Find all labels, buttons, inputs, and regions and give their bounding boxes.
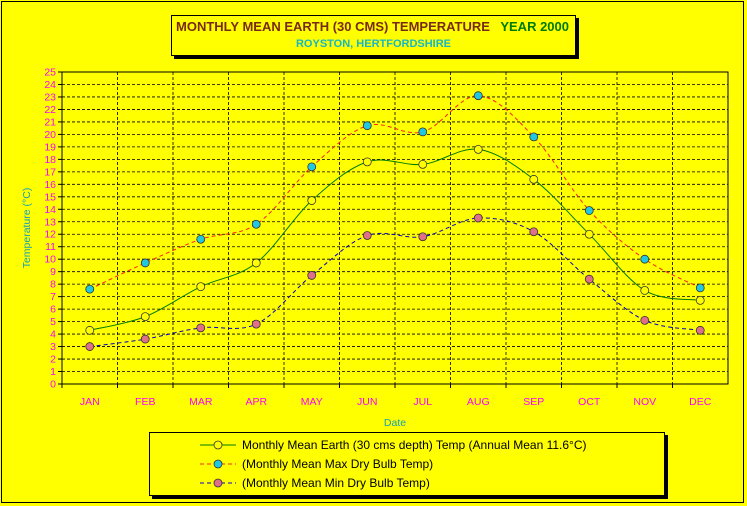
data-point-s0-dec — [695, 295, 705, 305]
y-tick-label: 18 — [44, 154, 56, 166]
data-point-s2-aug — [473, 213, 483, 223]
y-tick-label: 21 — [44, 116, 56, 128]
data-point-s2-may — [307, 271, 317, 280]
data-point-s0-nov — [640, 285, 650, 295]
y-tick-label: 25 — [44, 67, 56, 79]
y-tick-label: 10 — [44, 254, 56, 266]
x-tick-label: JUL — [413, 396, 432, 408]
data-point-s0-mar — [196, 282, 206, 292]
data-point-s1-mar — [196, 234, 206, 244]
data-point-s1-apr — [251, 219, 261, 229]
data-point-s0-jan — [85, 325, 95, 335]
data-point-s2-jul — [418, 232, 428, 242]
data-point-s1-jul — [418, 127, 428, 137]
y-tick-label: 16 — [44, 179, 56, 191]
data-point-s2-feb — [140, 334, 150, 344]
chart-subtitle-location: ROYSTON, HERTFORDSHIRE — [295, 38, 452, 50]
y-tick-label: 0 — [50, 379, 56, 391]
data-point-s2-dec — [695, 325, 705, 335]
data-point-s0-aug — [473, 144, 483, 154]
y-tick-label: 6 — [50, 304, 56, 316]
y-tick-label: 23 — [44, 91, 56, 103]
data-point-s1-aug — [473, 91, 483, 101]
axes — [58, 71, 729, 388]
data-point-s1-feb — [140, 258, 150, 268]
x-tick-label: MAY — [301, 396, 323, 408]
data-point-s1-may — [307, 162, 317, 172]
x-tick-label: NOV — [633, 396, 656, 408]
y-tick-label: 5 — [50, 316, 56, 328]
x-tick-label: FEB — [135, 396, 155, 408]
x-tick-label: OCT — [578, 396, 601, 408]
data-point-s2-nov — [640, 315, 650, 325]
grid — [62, 72, 728, 384]
data-point-s1-jun — [362, 121, 372, 131]
x-axis-title: Date — [384, 417, 406, 429]
legend-label-min: (Monthly Mean Min Dry Bulb Temp) — [242, 476, 430, 490]
y-tick-label: 3 — [50, 341, 56, 353]
data-point-s2-oct — [584, 274, 594, 284]
data-point-s0-feb — [140, 312, 150, 322]
series-markers — [85, 91, 705, 351]
chart-title: MONTHLY MEAN EARTH (30 CMS) TEMPERATURE — [176, 19, 490, 34]
x-tick-label: MAR — [189, 396, 213, 408]
legend-item-earth: Monthly Mean Earth (30 cms depth) Temp (… — [198, 436, 587, 454]
x-tick-label: DEC — [689, 396, 712, 408]
y-tick-label: 17 — [44, 166, 56, 178]
x-tick-label: SEP — [523, 396, 544, 408]
x-tick-label: AUG — [467, 396, 490, 408]
y-tick-label: 1 — [50, 366, 56, 378]
data-point-s0-jul — [418, 159, 428, 169]
x-tick-label: JUN — [357, 396, 377, 408]
chart-legend: Monthly Mean Earth (30 cms depth) Temp (… — [149, 432, 665, 496]
data-point-s1-nov — [640, 254, 650, 264]
data-point-s2-jan — [85, 342, 95, 351]
x-tick-label: JAN — [80, 396, 100, 408]
data-point-s1-jan — [85, 284, 95, 294]
legend-sample-earth — [200, 440, 236, 450]
chart-year: YEAR 2000 — [500, 19, 569, 34]
y-tick-label: 24 — [44, 79, 56, 91]
data-point-s2-sep — [529, 227, 539, 237]
data-point-s0-sep — [529, 174, 539, 184]
data-point-s0-oct — [584, 229, 594, 239]
y-tick-label: 22 — [44, 104, 56, 116]
legend-item-max: (Monthly Mean Max Dry Bulb Temp) — [198, 455, 433, 473]
data-point-s1-oct — [584, 206, 594, 215]
y-tick-label: 2 — [50, 354, 56, 366]
data-point-s2-jun — [362, 231, 372, 240]
y-tick-label: 19 — [44, 141, 56, 153]
y-tick-label: 13 — [44, 216, 56, 228]
tick-labels: 0123456789101112131415161718192021222324… — [21, 67, 712, 430]
y-tick-label: 12 — [44, 229, 56, 241]
data-point-s0-jun — [362, 157, 372, 167]
data-point-s0-apr — [251, 258, 261, 268]
y-tick-label: 7 — [50, 291, 56, 303]
y-tick-label: 20 — [44, 129, 56, 141]
y-tick-label: 15 — [44, 191, 56, 203]
data-point-s0-may — [307, 196, 317, 205]
data-point-s1-sep — [529, 132, 539, 142]
legend-label-earth: Monthly Mean Earth (30 cms depth) Temp (… — [242, 438, 587, 452]
data-point-s2-mar — [196, 323, 206, 333]
legend-sample-min — [200, 478, 236, 488]
x-tick-label: APR — [245, 396, 267, 408]
y-tick-label: 4 — [50, 329, 56, 341]
legend-item-min: (Monthly Mean Min Dry Bulb Temp) — [198, 474, 430, 492]
y-axis-title: Temperature (°C) — [21, 188, 33, 269]
y-tick-label: 14 — [44, 204, 56, 216]
y-tick-label: 9 — [50, 266, 56, 278]
y-tick-label: 8 — [50, 279, 56, 291]
y-tick-label: 11 — [45, 241, 56, 253]
chart-title-box: MONTHLY MEAN EARTH (30 CMS) TEMPERATURE … — [171, 15, 576, 56]
data-point-s1-dec — [695, 283, 705, 293]
data-point-s2-apr — [251, 319, 261, 329]
legend-label-max: (Monthly Mean Max Dry Bulb Temp) — [242, 457, 434, 471]
legend-sample-max — [200, 459, 236, 469]
